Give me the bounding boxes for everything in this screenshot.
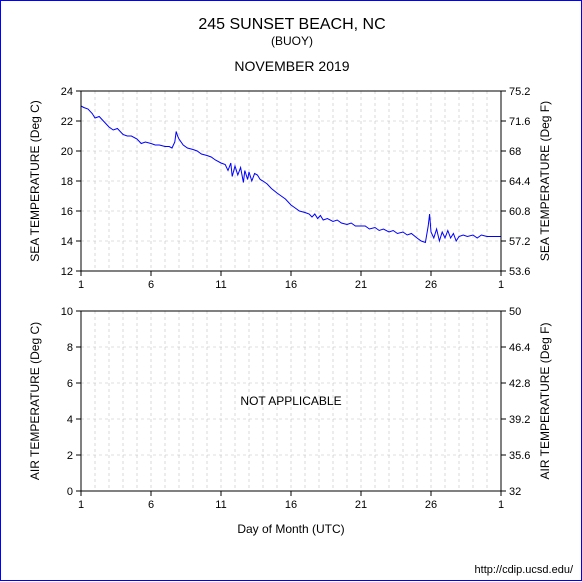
x-tick-label: 21 bbox=[355, 499, 367, 511]
y-right-tick-label: 42.8 bbox=[509, 378, 530, 390]
x-tick-label: 6 bbox=[148, 499, 154, 511]
y-left-tick-label: 2 bbox=[67, 450, 73, 462]
y-right-tick-label: 60.8 bbox=[509, 206, 530, 218]
y-left-tick-label: 10 bbox=[61, 306, 73, 318]
y-right-tick-label: 39.2 bbox=[509, 414, 530, 426]
x-tick-label: 11 bbox=[215, 499, 226, 511]
sea-temp-series bbox=[81, 106, 501, 243]
y-left-tick-label: 8 bbox=[67, 342, 73, 354]
x-tick-label: 16 bbox=[285, 499, 297, 511]
y-right-tick-label: 68 bbox=[509, 146, 521, 158]
y-right-tick-label: 32 bbox=[509, 486, 521, 498]
y-right-tick-label: 46.4 bbox=[509, 342, 530, 354]
x-tick-label: 16 bbox=[285, 279, 297, 291]
y-left-tick-label: 4 bbox=[67, 414, 73, 426]
x-tick-label: 1 bbox=[498, 279, 504, 291]
y-left-tick-label: 16 bbox=[61, 206, 73, 218]
y-right-label: SEA TEMPERATURE (Deg F) bbox=[538, 101, 552, 261]
x-tick-label: 1 bbox=[78, 279, 84, 291]
title-sub: (BUOY) bbox=[271, 34, 313, 48]
y-left-tick-label: 22 bbox=[61, 116, 73, 128]
overlay-text: NOT APPLICABLE bbox=[240, 394, 341, 408]
y-left-tick-label: 24 bbox=[61, 86, 73, 98]
y-left-tick-label: 18 bbox=[61, 176, 73, 188]
y-left-label: SEA TEMPERATURE (Deg C) bbox=[28, 100, 42, 262]
x-tick-label: 1 bbox=[498, 499, 504, 511]
y-left-tick-label: 20 bbox=[61, 146, 73, 158]
x-tick-label: 6 bbox=[148, 279, 154, 291]
y-right-tick-label: 50 bbox=[509, 306, 521, 318]
y-right-tick-label: 64.4 bbox=[509, 176, 530, 188]
x-tick-label: 11 bbox=[215, 279, 226, 291]
x-axis-label: Day of Month (UTC) bbox=[237, 522, 344, 536]
title-date: NOVEMBER 2019 bbox=[234, 58, 349, 74]
y-right-tick-label: 57.2 bbox=[509, 236, 530, 248]
footer-url: http://cdip.ucsd.edu/ bbox=[475, 564, 574, 576]
x-tick-label: 1 bbox=[78, 499, 84, 511]
x-tick-label: 26 bbox=[425, 279, 437, 291]
y-right-tick-label: 71.6 bbox=[509, 116, 530, 128]
y-left-tick-label: 14 bbox=[61, 236, 73, 248]
y-right-tick-label: 75.2 bbox=[509, 86, 530, 98]
y-left-tick-label: 12 bbox=[61, 266, 73, 278]
x-tick-label: 21 bbox=[355, 279, 367, 291]
y-left-tick-label: 6 bbox=[67, 378, 73, 390]
y-left-tick-label: 0 bbox=[67, 486, 73, 498]
y-left-label: AIR TEMPERATURE (Deg C) bbox=[28, 322, 42, 480]
chart-svg: 245 SUNSET BEACH, NC(BUOY) NOVEMBER 2019 1… bbox=[1, 1, 582, 582]
y-right-tick-label: 53.6 bbox=[509, 266, 530, 278]
y-right-tick-label: 35.6 bbox=[509, 450, 530, 462]
chart-container: 245 SUNSET BEACH, NC(BUOY) NOVEMBER 2019 1… bbox=[0, 0, 582, 581]
y-right-label: AIR TEMPERATURE (Deg F) bbox=[538, 323, 552, 480]
title-main: 245 SUNSET BEACH, NC bbox=[198, 16, 385, 33]
x-tick-label: 26 bbox=[425, 499, 437, 511]
